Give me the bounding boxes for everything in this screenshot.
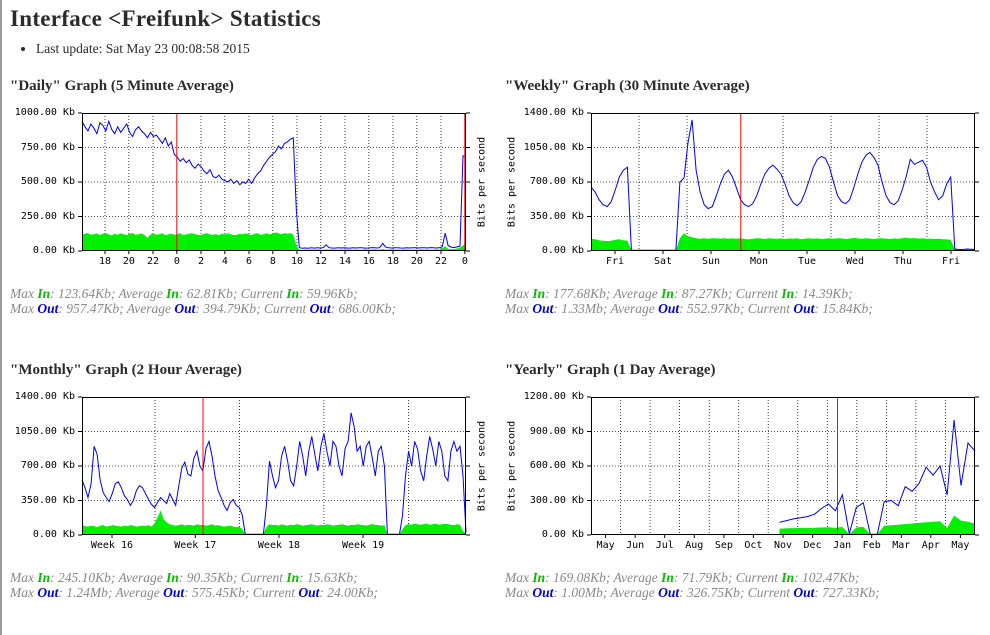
chart-heading: "Daily" Graph (5 Minute Average) — [10, 78, 234, 94]
chart-weekly: "Weekly" Graph (30 Minute Average) Bits … — [505, 78, 990, 316]
plot-column: Week 16 Week 17 Week 18 Week 19 — [78, 396, 470, 557]
chart-yearly: "Yearly" Graph (1 Day Average) Bits per … — [505, 362, 990, 600]
x-axis-labels: 18 20 22 0 2 4 6 8 10 12 14 16 18 20 22 0 — [99, 256, 468, 267]
mrtg-page: Interface <Freifunk> Statistics Last upd… — [2, 0, 990, 600]
chart-heading: "Monthly" Graph (2 Hour Average) — [10, 362, 242, 378]
x-axis-labels: Week 16 Week 17 Week 18 Week 19 — [90, 540, 385, 551]
meta-list: Last update: Sat May 23 00:08:58 2015 — [36, 41, 990, 57]
plot-area — [78, 396, 470, 538]
page-title: Interface <Freifunk> Statistics — [10, 6, 322, 31]
plot-column: 18 20 22 0 2 4 6 8 10 12 14 16 18 20 22 0 — [78, 112, 470, 273]
y-axis-title-left: Bits per second — [506, 420, 518, 512]
x-axis-labels: Fri Sat Sun Mon Tue Wed Thu Fri — [605, 256, 961, 267]
x-axis-labels: May Jun Jul Aug Sep Oct Nov Dec Jan Feb Mar Apr May — [596, 540, 970, 551]
graph-row: Bits per second 1400.00 Kb 1050.00 Kb 700.… — [505, 107, 990, 273]
stats-in-line: Max In: 245.10Kb; Average In: 90.35Kb; C… — [10, 570, 358, 585]
graph-row: 1000.00 Kb 750.00 Kb 500.00 Kb 250.00 Kb 0.0… — [10, 107, 505, 273]
y-axis-labels: 1400.00 Kb 1050.00 Kb 700.00 Kb 350.00 Kb 0.… — [523, 107, 584, 256]
chart-daily: "Daily" Graph (5 Minute Average) 1000.00… — [10, 78, 505, 316]
charts-grid: "Daily" Graph (5 Minute Average) 1000.00… — [10, 78, 990, 600]
stats-out-line: Max Out: 957.47Kb; Average Out: 394.79Kb… — [10, 301, 396, 316]
stats-in-line: Max In: 169.08Kb; Average In: 71.79Kb; C… — [505, 570, 860, 585]
y-axis-title-left: Bits per second — [506, 136, 518, 228]
plot-column: Fri Sat Sun Mon Tue Wed Thu Fri — [587, 112, 979, 273]
stats-out-line: Max Out: 1.24Mb; Average Out: 575.45Kb; … — [10, 585, 378, 600]
plot-area — [587, 112, 979, 254]
y-axis-labels: 1400.00 Kb 1050.00 Kb 700.00 Kb 350.00 Kb 0.… — [14, 391, 75, 540]
last-update: Last update: Sat May 23 00:08:58 2015 — [36, 41, 990, 57]
chart-heading: "Yearly" Graph (1 Day Average) — [505, 362, 716, 378]
stats-in-line: Max In: 177.68Kb; Average In: 87.27Kb; C… — [505, 286, 853, 301]
y-axis-labels: 1000.00 Kb 750.00 Kb 500.00 Kb 250.00 Kb 0.0… — [14, 107, 75, 256]
y-axis-title-right: Bits per second — [476, 136, 488, 228]
graph-row: 1400.00 Kb 1050.00 Kb 700.00 Kb 350.00 Kb 0.… — [10, 391, 505, 557]
stats-in-line: Max In: 123.64Kb; Average In: 62.81Kb; C… — [10, 286, 358, 301]
stats-out-line: Max Out: 1.33Mb; Average Out: 552.97Kb; … — [505, 301, 873, 316]
plot-area — [78, 112, 470, 254]
chart-monthly: "Monthly" Graph (2 Hour Average) 1400.00… — [10, 362, 505, 600]
stats-out-line: Max Out: 1.00Mb; Average Out: 326.75Kb; … — [505, 585, 880, 600]
y-axis-title-right: Bits per second — [476, 420, 488, 512]
y-axis-labels: 1200.00 Kb 900.00 Kb 600.00 Kb 300.00 Kb 0.0… — [523, 391, 584, 540]
plot-area — [587, 396, 979, 538]
graph-row: Bits per second 1200.00 Kb 900.00 Kb 600.0… — [505, 391, 990, 557]
chart-heading: "Weekly" Graph (30 Minute Average) — [505, 78, 750, 94]
plot-column: May Jun Jul Aug Sep Oct Nov Dec Jan Feb Mar Apr May — [587, 396, 979, 557]
